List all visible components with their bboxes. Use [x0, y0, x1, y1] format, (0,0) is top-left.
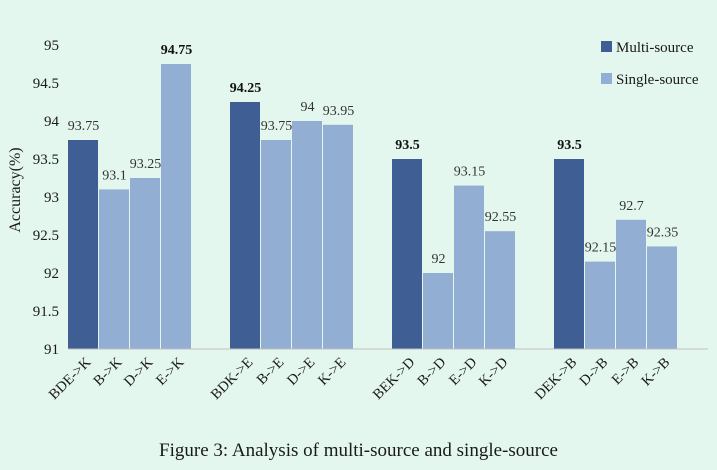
legend-swatch: [601, 73, 612, 84]
x-category-label: E->K: [153, 354, 188, 389]
bar-value-label: 92: [432, 252, 446, 267]
y-tick-label: 92.5: [33, 228, 59, 244]
x-category-label: B->D: [415, 355, 450, 390]
multi-source-bar: [554, 159, 584, 349]
x-category-label: B->K: [91, 354, 126, 389]
bar-value-label: 93.1: [102, 168, 127, 183]
y-axis-ticks: 91 91.5 92 92.5 93 93.5 94 94.5 95: [33, 38, 60, 358]
y-tick-label: 93: [44, 190, 59, 206]
x-category-label: B->E: [254, 354, 288, 388]
single-source-bar: [161, 64, 191, 349]
y-axis-title: Accuracy(%): [7, 147, 24, 232]
x-category-label: E->D: [446, 355, 480, 389]
legend-swatch: [601, 41, 612, 52]
single-source-bar: [454, 185, 484, 349]
legend-label: Multi-source: [616, 40, 694, 56]
multi-source-bar: [392, 159, 422, 349]
single-source-bar: [99, 189, 129, 349]
single-source-bar: [292, 121, 322, 349]
single-source-bar: [647, 246, 677, 349]
bar-chart: Accuracy(%) 91 91.5 92 92.5 93 93.5 94 94.5 95 9…: [7, 38, 708, 403]
bar-value-label: 92.55: [485, 210, 517, 225]
x-category-label: BDK->E: [208, 354, 257, 403]
x-category-label: DEK->B: [532, 355, 580, 403]
bars: [68, 64, 677, 349]
x-category-label: K->B: [639, 355, 674, 390]
bar-value-label: 93.25: [130, 157, 162, 172]
bar-value-label: 92.15: [585, 241, 617, 256]
x-axis-labels: BDE->KB->KD->KE->K BDK->EB->ED->EK->E BEK-…: [46, 354, 673, 403]
x-category-label: BDE->K: [46, 354, 95, 403]
single-source-bar: [585, 261, 615, 349]
bar-value-label: 93.5: [557, 138, 582, 153]
bar-value-label: 94.25: [230, 81, 262, 96]
single-source-bar: [485, 231, 515, 349]
y-tick-label: 94: [44, 114, 60, 130]
y-tick-label: 93.5: [33, 152, 59, 168]
bar-value-label: 93.5: [395, 138, 420, 153]
bar-value-label: 93.95: [323, 104, 355, 119]
x-category-label: D->K: [121, 354, 157, 390]
multi-source-bar: [68, 140, 98, 349]
y-tick-label: 92: [44, 266, 59, 282]
single-source-bar: [130, 178, 160, 349]
multi-source-bar: [230, 102, 260, 349]
bar-value-label: 92.35: [647, 225, 679, 240]
legend-label: Single-source: [616, 72, 699, 88]
y-tick-label: 95: [44, 38, 59, 54]
figure-caption: Figure 3: Analysis of multi-source and s…: [159, 440, 558, 461]
y-tick-label: 91.5: [33, 304, 59, 320]
x-category-label: D->E: [284, 354, 318, 388]
bar-value-label: 92.7: [619, 199, 644, 214]
bar-value-label: 93.75: [261, 119, 293, 134]
bar-value-label: 94: [301, 100, 315, 115]
y-tick-label: 91: [44, 342, 59, 358]
legend: Multi-source Single-source: [601, 40, 699, 88]
x-category-label: D->B: [577, 355, 612, 390]
x-category-label: K->E: [315, 354, 349, 388]
single-source-bar: [616, 219, 646, 349]
bar-value-label: 93.75: [68, 119, 100, 134]
x-category-label: K->D: [476, 355, 511, 390]
x-category-label: BEK->D: [370, 355, 418, 403]
y-tick-label: 94.5: [33, 76, 59, 92]
single-source-bar: [323, 124, 353, 349]
value-labels: 93.75 93.193.25 94.75 94.25 93.75 94 93.95 93.5…: [68, 43, 679, 267]
bar-value-label: 93.15: [454, 165, 486, 180]
x-category-label: E->B: [609, 355, 643, 389]
single-source-bar: [423, 273, 453, 349]
single-source-bar: [261, 140, 291, 349]
bar-value-label: 94.75: [161, 43, 193, 58]
